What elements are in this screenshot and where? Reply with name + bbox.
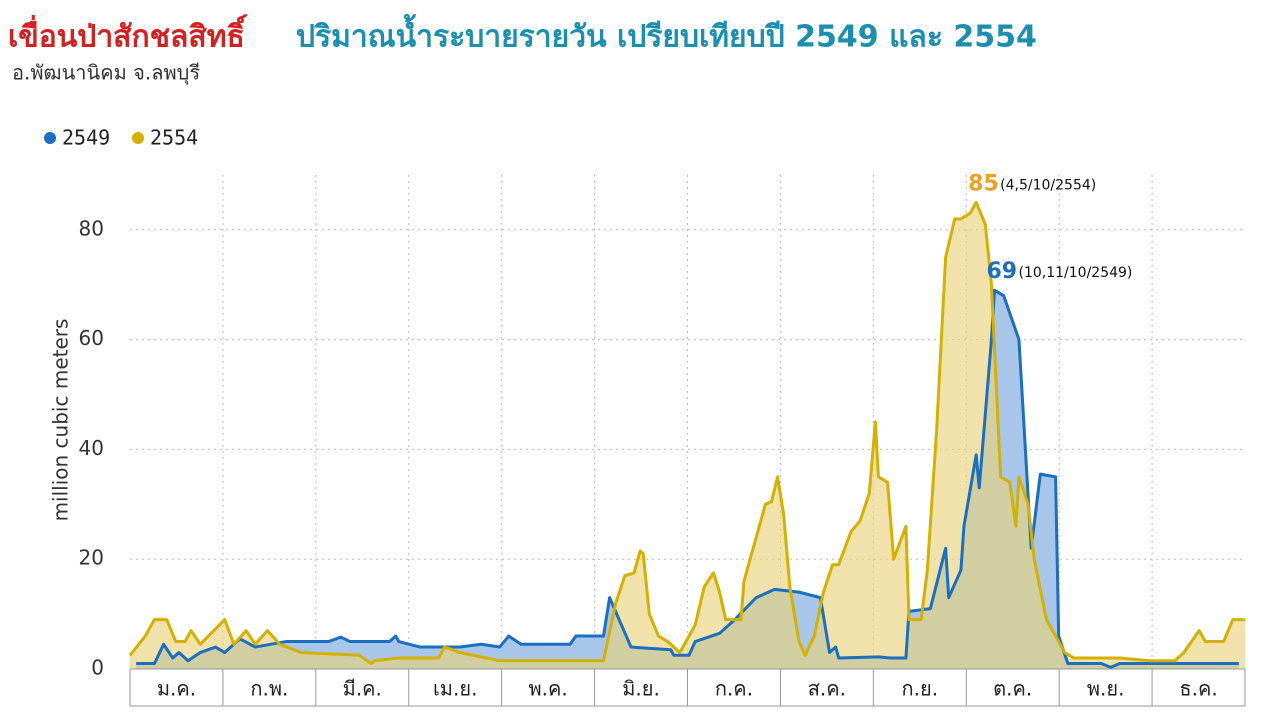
annotation-date: (4,5/10/2554) xyxy=(1000,177,1096,193)
legend-marker xyxy=(44,132,56,144)
x-tick-label: ก.ย. xyxy=(902,677,939,701)
title-highlight: เขื่อนป่าสักชลสิทธิ์ xyxy=(8,14,249,55)
x-tick-label: มี.ค. xyxy=(343,677,382,701)
y-axis-label: million cubic meters xyxy=(49,319,73,522)
y-tick-label: 60 xyxy=(79,326,104,350)
annotation-value: 85 xyxy=(968,171,999,196)
x-tick-label: ม.ค. xyxy=(157,677,196,701)
y-tick-label: 80 xyxy=(79,216,104,240)
x-tick-label: ก.ค. xyxy=(715,677,753,701)
area-line xyxy=(136,288,1239,669)
area-fill xyxy=(130,202,1245,669)
x-tick-label: ก.พ. xyxy=(250,677,288,701)
x-tick-label: พ.ค. xyxy=(528,677,567,701)
y-tick-label: 20 xyxy=(79,546,104,570)
legend-marker xyxy=(132,132,144,144)
x-tick-label: เม.ย. xyxy=(433,677,477,701)
annotation-date: (10,11/10/2549) xyxy=(1019,265,1133,281)
x-tick-label: พ.ย. xyxy=(1087,677,1125,701)
x-tick-label: ธ.ค. xyxy=(1179,677,1217,701)
x-tick-label: มิ.ย. xyxy=(622,677,660,701)
area-line xyxy=(128,200,1245,666)
area-fill xyxy=(136,290,1239,669)
x-tick-label: ส.ค. xyxy=(808,677,846,701)
annotation-value: 69 xyxy=(987,259,1018,284)
chart-title: ปริมาณน้ำระบายรายวัน เปรียบเทียบปี 2549 … xyxy=(296,14,1037,55)
subtitle: อ.พัฒนานิคม จ.ลพบุรี xyxy=(12,61,200,86)
legend-label: 2554 xyxy=(150,126,198,150)
legend-label: 2549 xyxy=(62,126,110,150)
x-tick-label: ต.ค. xyxy=(993,677,1032,701)
y-tick-label: 0 xyxy=(91,656,104,680)
y-tick-label: 40 xyxy=(79,436,104,460)
